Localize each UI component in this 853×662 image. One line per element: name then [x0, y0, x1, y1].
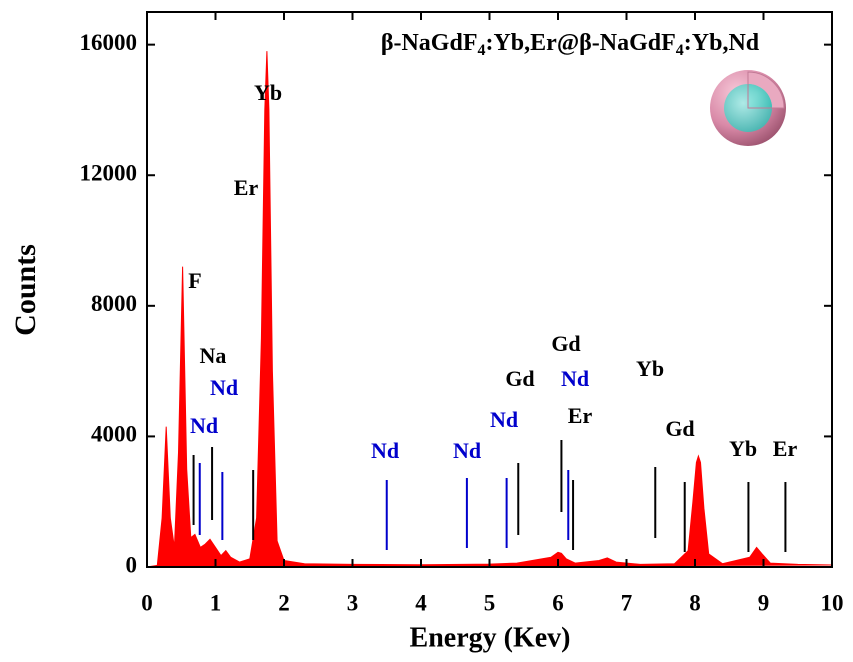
peak-label: Gd	[551, 331, 580, 356]
chart-title: β-NaGdF4:Yb,Er@β-NaGdF4:Yb,Nd	[381, 30, 760, 59]
spectrum-area	[146, 51, 833, 568]
y-tick-label: 12000	[80, 161, 138, 186]
y-tick-label: 0	[126, 552, 138, 577]
x-tick-label: 1	[210, 590, 222, 615]
peak-label: Er	[234, 175, 259, 200]
y-tick-label: 4000	[91, 422, 137, 447]
peak-label: F	[188, 268, 201, 293]
x-tick-label: 6	[552, 590, 564, 615]
y-tick-label: 8000	[91, 291, 137, 316]
y-tick-label: 16000	[80, 30, 138, 55]
peak-label: Gd	[665, 416, 694, 441]
x-tick-label: 8	[689, 590, 701, 615]
peak-label: Na	[200, 343, 227, 368]
peak-label: Yb	[636, 356, 664, 381]
x-tick-label: 7	[621, 590, 633, 615]
x-tick-label: 4	[415, 590, 427, 615]
peak-label: Nd	[453, 438, 481, 463]
peak-label: Nd	[371, 438, 399, 463]
core-shell-icon	[710, 70, 786, 146]
peak-label: Yb	[729, 436, 757, 461]
x-tick-label: 9	[758, 590, 770, 615]
x-tick-label: 5	[484, 590, 496, 615]
peak-label: Nd	[490, 407, 518, 432]
peak-label: Er	[773, 436, 798, 461]
peak-label: Gd	[505, 366, 534, 391]
y-axis-title: Counts	[9, 244, 42, 336]
x-axis-title: Energy (Kev)	[410, 622, 571, 653]
peak-label: Er	[568, 403, 593, 428]
x-tick-label: 3	[347, 590, 359, 615]
x-tick-label: 2	[278, 590, 290, 615]
peak-label: Nd	[561, 366, 589, 391]
x-tick-label: 0	[141, 590, 153, 615]
peak-label: Nd	[190, 413, 218, 438]
peak-label: Nd	[210, 375, 238, 400]
peak-label: Yb	[254, 80, 282, 105]
x-tick-label: 10	[821, 590, 844, 615]
